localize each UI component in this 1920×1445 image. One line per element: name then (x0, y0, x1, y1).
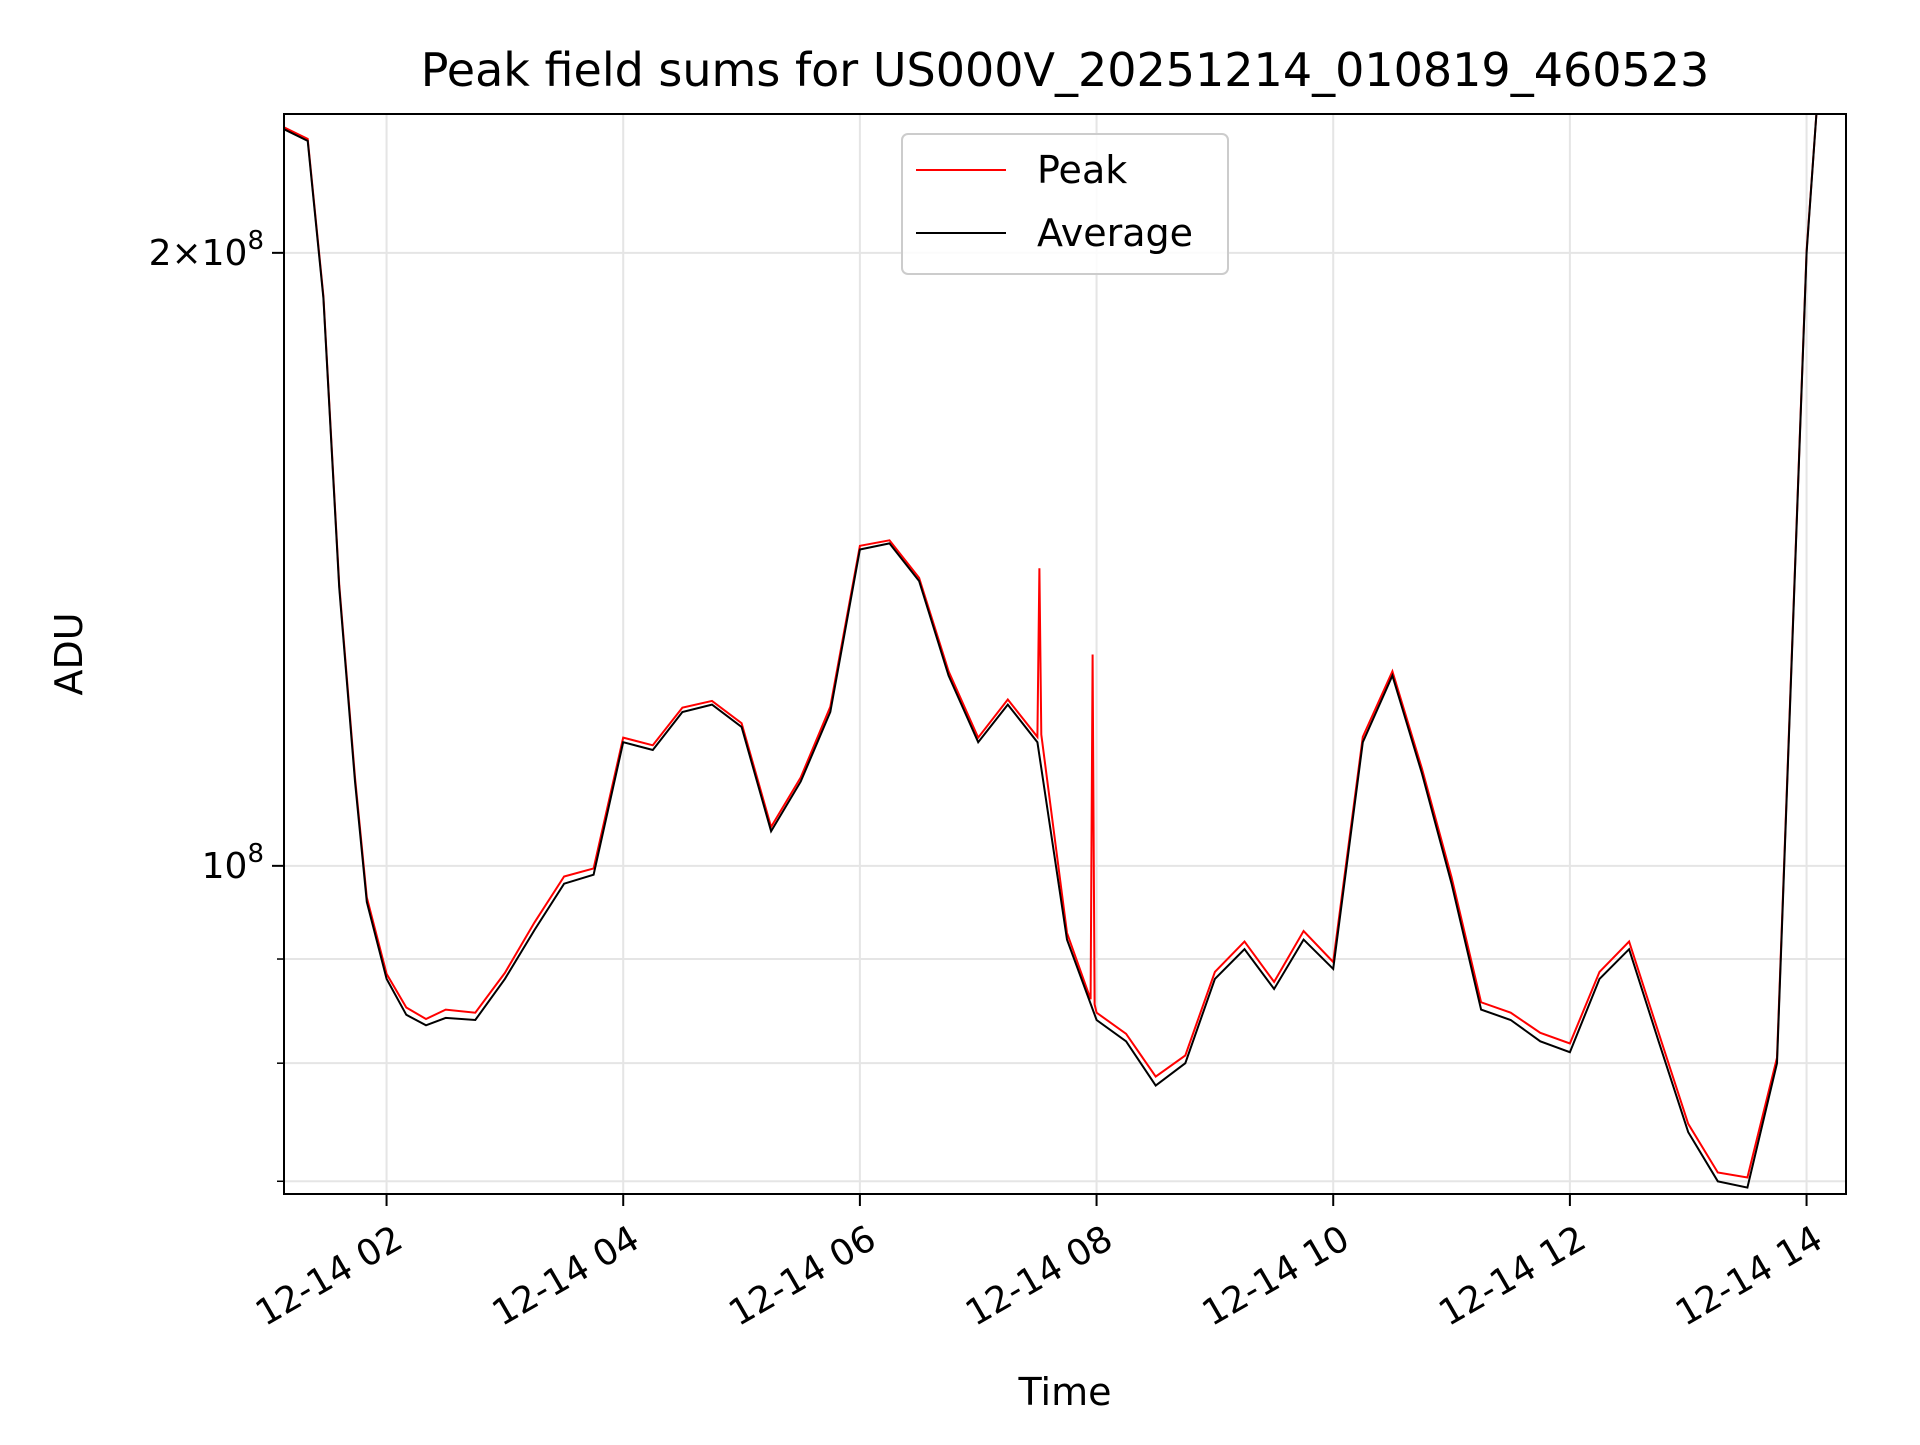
y-tick-exponent: 8 (247, 226, 264, 256)
series-line-average (284, 114, 1818, 1189)
series-line-peak (284, 114, 1818, 1179)
legend: Peak Average (901, 133, 1229, 275)
y-tick-exponent: 8 (247, 839, 264, 869)
plot-area (284, 114, 1818, 1189)
legend-label-peak: Peak (1037, 148, 1127, 192)
legend-label-average: Average (1037, 211, 1193, 255)
x-axis-label: Time (1018, 1370, 1112, 1414)
y-tick-label: 2×108 (149, 226, 264, 274)
gridlines (284, 114, 1846, 1194)
plot-frame (283, 113, 1847, 1195)
y-axis-label: ADU (47, 612, 91, 695)
chart-title: Peak field sums for US000V_20251214_0108… (421, 43, 1710, 97)
